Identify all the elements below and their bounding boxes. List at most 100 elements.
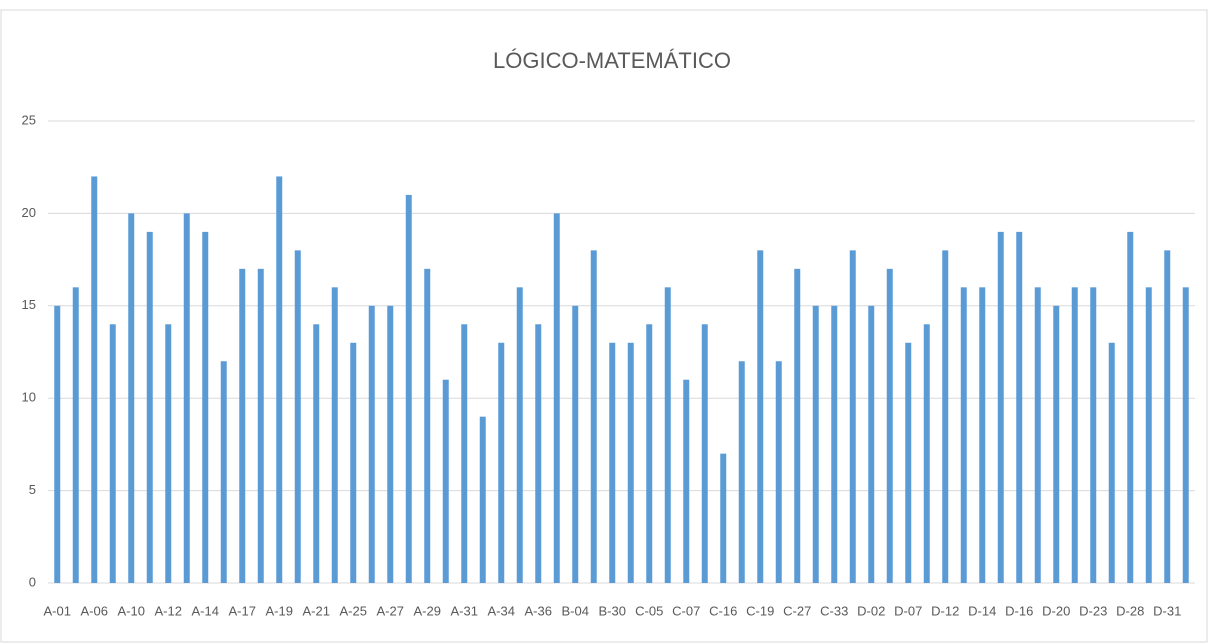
bar [1164, 250, 1171, 584]
bar [794, 268, 801, 583]
x-tick-label: D-02 [857, 603, 885, 618]
bar [738, 361, 745, 583]
bar [1108, 342, 1115, 583]
x-tick-label: C-33 [820, 603, 848, 618]
bar [553, 213, 560, 583]
y-tick-label: 10 [22, 390, 36, 405]
bar [1071, 287, 1078, 583]
x-tick-label: D-23 [1079, 603, 1107, 618]
bar [257, 268, 264, 583]
x-tick-label: A-21 [303, 603, 330, 618]
bar [183, 213, 190, 583]
bar [313, 324, 320, 583]
bar [720, 453, 727, 583]
bar [849, 250, 856, 584]
bar [91, 176, 98, 583]
bar [239, 268, 246, 583]
bar [1090, 287, 1097, 583]
bar [609, 342, 616, 583]
x-tick-label: D-16 [1005, 603, 1033, 618]
bar [109, 324, 116, 583]
x-tick-label: C-07 [672, 603, 700, 618]
bar [220, 361, 227, 583]
bar [627, 342, 634, 583]
x-tick-label: D-07 [894, 603, 922, 618]
bar [757, 250, 764, 584]
bar [646, 324, 653, 583]
bar [1145, 287, 1152, 583]
bar [535, 324, 542, 583]
bar [1053, 305, 1060, 583]
bar [442, 379, 449, 583]
bar [775, 361, 782, 583]
x-tick-label: D-20 [1042, 603, 1070, 618]
y-tick-label: 0 [29, 574, 36, 589]
x-tick-label: C-05 [635, 603, 663, 618]
y-tick-label: 20 [22, 205, 36, 220]
bar [294, 250, 301, 584]
chart-frame [0, 9, 1208, 643]
bar [812, 305, 819, 583]
bar [202, 231, 209, 583]
x-tick-label: C-16 [709, 603, 737, 618]
x-tick-label: A-12 [155, 603, 182, 618]
bar [405, 194, 412, 584]
y-tick-label: 25 [22, 112, 36, 127]
bar [960, 287, 967, 583]
bar [1016, 231, 1023, 583]
x-tick-label: A-19 [266, 603, 293, 618]
x-tick-label: A-17 [229, 603, 256, 618]
bar [72, 287, 79, 583]
y-tick-label: 5 [29, 482, 36, 497]
bar [54, 305, 61, 583]
x-tick-label: A-25 [340, 603, 367, 618]
chart-title: LÓGICO-MATEMÁTICO [493, 48, 731, 73]
bar [331, 287, 338, 583]
bar [831, 305, 838, 583]
bar [350, 342, 357, 583]
x-tick-label: A-34 [488, 603, 515, 618]
bar [664, 287, 671, 583]
bar [979, 287, 986, 583]
bar [1127, 231, 1134, 583]
bar [923, 324, 930, 583]
bar [461, 324, 468, 583]
bar [387, 305, 394, 583]
bar [276, 176, 283, 583]
bar [942, 250, 949, 584]
x-tick-label: D-14 [968, 603, 996, 618]
x-tick-label: C-19 [746, 603, 774, 618]
x-tick-label: D-28 [1116, 603, 1144, 618]
bar [886, 268, 893, 583]
bar [905, 342, 912, 583]
x-tick-label: A-14 [192, 603, 219, 618]
bar [146, 231, 153, 583]
x-tick-label: A-31 [451, 603, 478, 618]
bar [701, 324, 708, 583]
x-tick-label: C-27 [783, 603, 811, 618]
bar [868, 305, 875, 583]
x-tick-label: A-27 [377, 603, 404, 618]
bar [516, 287, 523, 583]
bar [128, 213, 135, 583]
bar [1034, 287, 1041, 583]
x-tick-label: B-04 [562, 603, 589, 618]
bar [479, 416, 486, 583]
x-tick-label: A-36 [525, 603, 552, 618]
bar [1182, 287, 1189, 583]
bar [683, 379, 690, 583]
x-tick-label: A-29 [414, 603, 441, 618]
x-tick-label: D-31 [1153, 603, 1181, 618]
x-tick-label: A-01 [44, 603, 71, 618]
bar [424, 268, 431, 583]
bar [498, 342, 505, 583]
bar [368, 305, 375, 583]
bar [997, 231, 1004, 583]
bar [165, 324, 172, 583]
x-tick-label: B-30 [599, 603, 626, 618]
x-tick-label: D-12 [931, 603, 959, 618]
y-tick-label: 15 [22, 297, 36, 312]
x-tick-label: A-06 [81, 603, 108, 618]
x-tick-label: A-10 [118, 603, 145, 618]
